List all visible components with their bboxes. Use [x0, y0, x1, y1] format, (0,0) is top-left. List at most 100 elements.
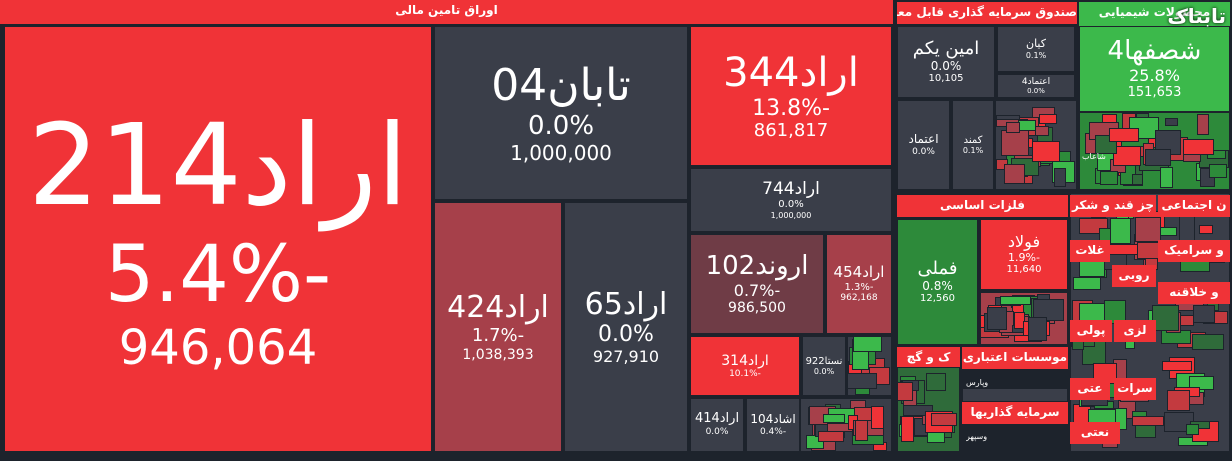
tile-change: -1.3% [844, 281, 874, 293]
tile: فملی 0.8% 12,560 [897, 219, 978, 345]
tile: نستا922 0.0% [802, 336, 846, 396]
sector-title: و خلاقنه [1158, 282, 1230, 304]
tile: اراد454 -1.3% 962,168 [826, 234, 892, 334]
tile-name: تابان04 [491, 60, 631, 112]
small-tile [1192, 305, 1215, 323]
tile-name: اعتماد [908, 131, 939, 146]
tile-name: اراد454 [833, 263, 885, 282]
sector-title: و سرامیک [1158, 240, 1230, 262]
tile: کمند 0.1% [952, 100, 994, 190]
tile: فولاد -1.9% 11,640 [980, 219, 1068, 290]
tile-change: -1.9% [1008, 250, 1040, 264]
tile-volume: 12,560 [920, 293, 955, 305]
tile: اعتماد 0.0% [897, 100, 950, 190]
small-tile [1054, 167, 1066, 187]
tile-volume: 10,105 [928, 73, 964, 85]
tile: اراد65 0.0% 927,910 [564, 202, 688, 452]
tile: اراد424 -1.7% 1,038,393 [434, 202, 562, 452]
tile: اراد414 0.0% [690, 398, 744, 452]
tile-volume: 1,000,000 [510, 140, 612, 165]
small-tile [822, 414, 845, 423]
small-tile [1160, 166, 1174, 188]
tile: اشاد104 -0.4% [746, 398, 800, 452]
tile-name: شاعاب [1082, 152, 1106, 161]
tile-name: اراد65 [584, 286, 668, 322]
sector-title: صندوق سرمایه گذاری قابل معامله [897, 2, 1077, 24]
tile-change: 0.1% [962, 146, 984, 156]
small-tile [871, 406, 884, 429]
small-tile [1198, 225, 1213, 235]
tile-name: فملی [917, 258, 958, 279]
tile-name: اراد214 [28, 101, 408, 232]
sector-title: فلزات اساسی [897, 195, 1068, 217]
small-tile [1131, 174, 1144, 185]
small-tile [1166, 389, 1190, 412]
tile-name: کمند [963, 134, 983, 146]
small-tile [1164, 118, 1179, 127]
small-tile [1100, 171, 1118, 185]
tile: کیان 0.1% [997, 26, 1075, 72]
small-tile [1032, 299, 1065, 322]
small-tile [1183, 139, 1214, 156]
tile-change: 0.0% [930, 58, 962, 73]
tile-name: اراد744 [762, 178, 820, 199]
tile-change: 0.0% [912, 146, 935, 157]
small-tile [1000, 295, 1031, 306]
small-tile [1144, 148, 1172, 167]
small-tile [1185, 423, 1199, 436]
logo: تابناک [1167, 4, 1226, 28]
small-tile [1113, 145, 1141, 167]
tile-name: وپارس [966, 378, 989, 387]
sector-title: موسسات اعتباری [962, 347, 1068, 369]
tile-volume: 151,653 [1127, 84, 1182, 100]
tile-volume: 927,910 [592, 346, 660, 366]
tile-change: -13.8% [752, 96, 830, 121]
sector-title: ن اجتماعی [1158, 195, 1230, 217]
small-tile [1178, 215, 1195, 241]
small-tile [1135, 217, 1161, 243]
sector-title: محصولات شیمیایی [1079, 2, 1230, 26]
small-tile [903, 404, 934, 416]
small-tile [1132, 415, 1164, 426]
sector-title: ک و گچ [897, 347, 960, 367]
tile-name: وسپهر [966, 432, 988, 441]
sector-title: سرات [1114, 378, 1156, 400]
sector-title: لزی [1114, 320, 1156, 342]
small-tile [931, 412, 958, 426]
sector-title: روبی [1112, 265, 1156, 287]
tile-change: -0.7% [733, 280, 781, 300]
small-tile [1006, 121, 1021, 133]
small-tile [1039, 114, 1057, 125]
tile-change: 0.1% [1025, 50, 1047, 60]
small-tile [1109, 127, 1139, 142]
small-tile [1014, 311, 1025, 329]
small-tile [854, 419, 869, 441]
tile-volume: 11,640 [1006, 264, 1042, 276]
small-tile [1152, 305, 1180, 331]
small-tile [1017, 119, 1037, 131]
tile: تابان04 0.0% 1,000,000 [434, 26, 688, 200]
small-tile [1109, 218, 1132, 244]
tile: اروند102 -0.7% 986,500 [690, 234, 824, 334]
sector-title: عتی [1070, 378, 1110, 400]
sector-title: سرمایه گذاریها [962, 402, 1068, 424]
small-tile [925, 373, 947, 392]
tile-change: 0.0% [705, 427, 729, 438]
small-tile [1028, 316, 1047, 342]
tile-change: 0.0% [778, 199, 804, 211]
small-tile [1072, 276, 1102, 290]
tile-change: 25.8% [1129, 66, 1180, 86]
tile: اراد314 -10.1% [690, 336, 800, 396]
tile: اراد344 -13.8% 861,817 [690, 26, 892, 166]
small-tile [1035, 126, 1049, 137]
sector-bg [962, 388, 1068, 402]
small-tile [847, 372, 877, 389]
small-tile [1188, 375, 1214, 390]
small-tile [1162, 360, 1193, 371]
small-tile [901, 416, 915, 442]
tile-name: امین یکم [912, 38, 980, 59]
tile: امین یکم 0.0% 10,105 [897, 26, 995, 98]
small-tile [1196, 113, 1210, 135]
sector-title: اوراق تامین مالی [0, 0, 893, 24]
